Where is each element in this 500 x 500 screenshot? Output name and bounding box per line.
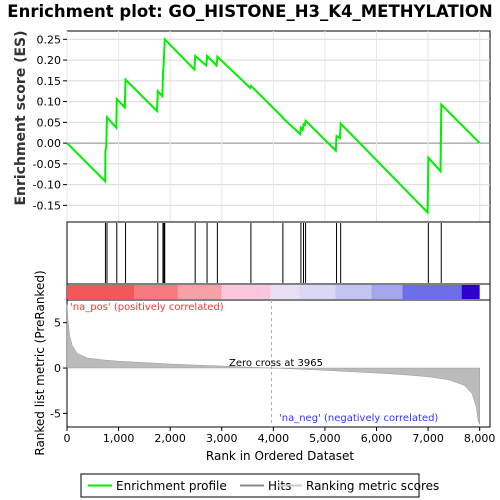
es-y-tick-label: 0.00 (37, 137, 62, 150)
rank-y-tick-label: -5 (50, 407, 61, 420)
es-y-tick-label: -0.10 (33, 179, 61, 192)
rank-y-axis-label: Ranked list metric (PreRanked) (33, 270, 47, 455)
heatbar-segment (335, 285, 372, 299)
es-y-tick-label: 0.10 (37, 96, 62, 109)
enrichment-profile-line (66, 36, 481, 215)
heatbar-segments (67, 285, 480, 299)
x-tick-label: 0 (64, 432, 71, 445)
es-y-tick-label: -0.15 (33, 199, 61, 212)
heatbar-segment (371, 285, 403, 299)
es-y-axis-label: Enrichment score (ES) (13, 30, 29, 205)
x-tick-label: 1,000 (103, 432, 135, 445)
x-tick-label: 8,000 (464, 432, 496, 445)
heatbar-segment (67, 285, 135, 299)
legend-ranking-label: Ranking metric scores (306, 479, 439, 493)
es-y-ticks: -0.15 -0.10 -0.05 0.00 0.05 0.10 0.15 0.20 0.25 (33, 33, 67, 212)
positive-correlation-label: 'na_pos' (positively correlated) (70, 302, 224, 313)
zero-cross-annotation: Zero cross at 3965 (229, 358, 323, 369)
heatbar-segment (299, 285, 336, 299)
heatbar-segment (402, 285, 462, 299)
es-y-tick-label: -0.05 (33, 158, 61, 171)
x-tick-label: 4,000 (258, 432, 290, 445)
legend-enrichment-label: Enrichment profile (116, 479, 227, 493)
es-y-tick-label: 0.05 (37, 116, 62, 129)
x-tick-label: 6,000 (361, 432, 393, 445)
es-panel: -0.15-0.10-0.050.000.050.100.150.200.25 … (13, 30, 491, 223)
es-panel-frame (66, 30, 491, 223)
rank-y-ticks: -5 0 5 (50, 317, 67, 420)
negative-correlation-label: 'na_neg' (negatively correlated) (279, 413, 438, 424)
heatbar-segment (134, 285, 178, 299)
hits-panel (66, 221, 491, 285)
x-tick-label: 2,000 (154, 432, 186, 445)
x-tick-label: 7,000 (412, 432, 444, 445)
rank-panel: Zero cross at 3965 'na_pos' (positively … (33, 270, 495, 463)
legend: Enrichment profile Hits Ranking metric s… (80, 473, 439, 498)
es-y-tick-label: 0.15 (37, 75, 62, 88)
rank-y-tick-label: 5 (54, 317, 61, 330)
ranking-heatbar (66, 283, 491, 301)
heatbar-segment (270, 285, 300, 299)
es-y-tick-label: 0.25 (37, 33, 62, 46)
es-y-tick-label: 0.20 (37, 54, 62, 67)
chart-title: Enrichment plot: GO_HISTONE_H3_K4_METHYL… (7, 2, 493, 21)
hit-lines (104, 223, 442, 283)
rank-y-tick-label: 0 (54, 362, 61, 375)
hits-panel-frame (66, 221, 491, 285)
heatbar-segment (461, 285, 480, 299)
x-tick-label: 5,000 (309, 432, 341, 445)
x-axis-label: Rank in Ordered Dataset (206, 449, 354, 463)
heatbar-segment (177, 285, 222, 299)
heatbar-segment (221, 285, 271, 299)
x-tick-label: 3,000 (206, 432, 238, 445)
rank-x-ticks: 0 1,000 2,000 3,000 4,000 5,000 6,000 7,000 8,00… (64, 427, 496, 445)
